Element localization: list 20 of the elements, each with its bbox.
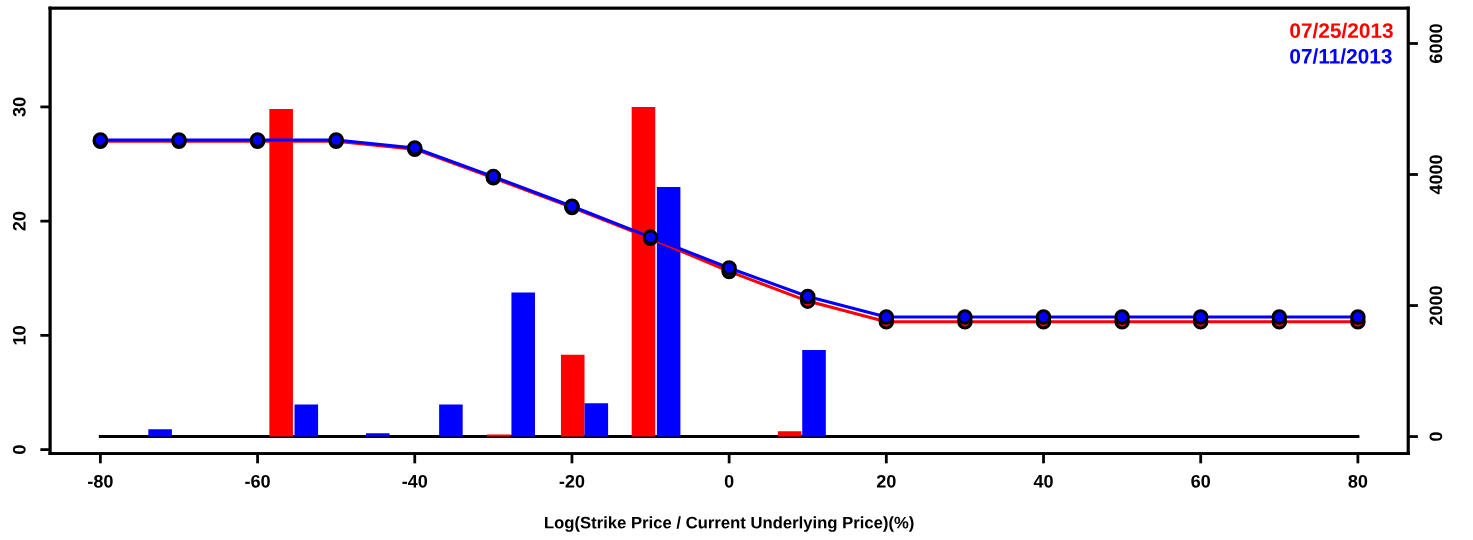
x-axis-title: Log(Strike Price / Current Underlying Price)(%) <box>545 516 914 532</box>
y2-tick-label: 2000 <box>1429 286 1443 325</box>
x-tick-label: -60 <box>245 474 270 488</box>
text: 07/11/2013 <box>1290 48 1392 64</box>
y2-tick-label: 4000 <box>1429 155 1443 195</box>
y2-tick-label: 6000 <box>1429 24 1443 63</box>
y-tick-label: 0 <box>12 445 26 454</box>
x-tick-label: 80 <box>1348 474 1368 488</box>
x-tick-label: -40 <box>402 474 428 488</box>
x-tick-label: -20 <box>559 474 585 488</box>
y-tick-label: 20 <box>12 211 26 231</box>
legend-label: 07/25/2013 <box>1290 22 1393 39</box>
x-tick-label: -80 <box>88 474 113 488</box>
x-tick-label: 40 <box>1033 474 1053 488</box>
x-tick-label: 60 <box>1191 474 1210 488</box>
y2-tick-label: 0 <box>1429 432 1443 441</box>
y-tick-label: 30 <box>12 97 26 117</box>
y-tick-label: 10 <box>12 326 26 345</box>
x-tick-label: 20 <box>876 474 896 488</box>
x-tick-label: 0 <box>724 474 734 488</box>
